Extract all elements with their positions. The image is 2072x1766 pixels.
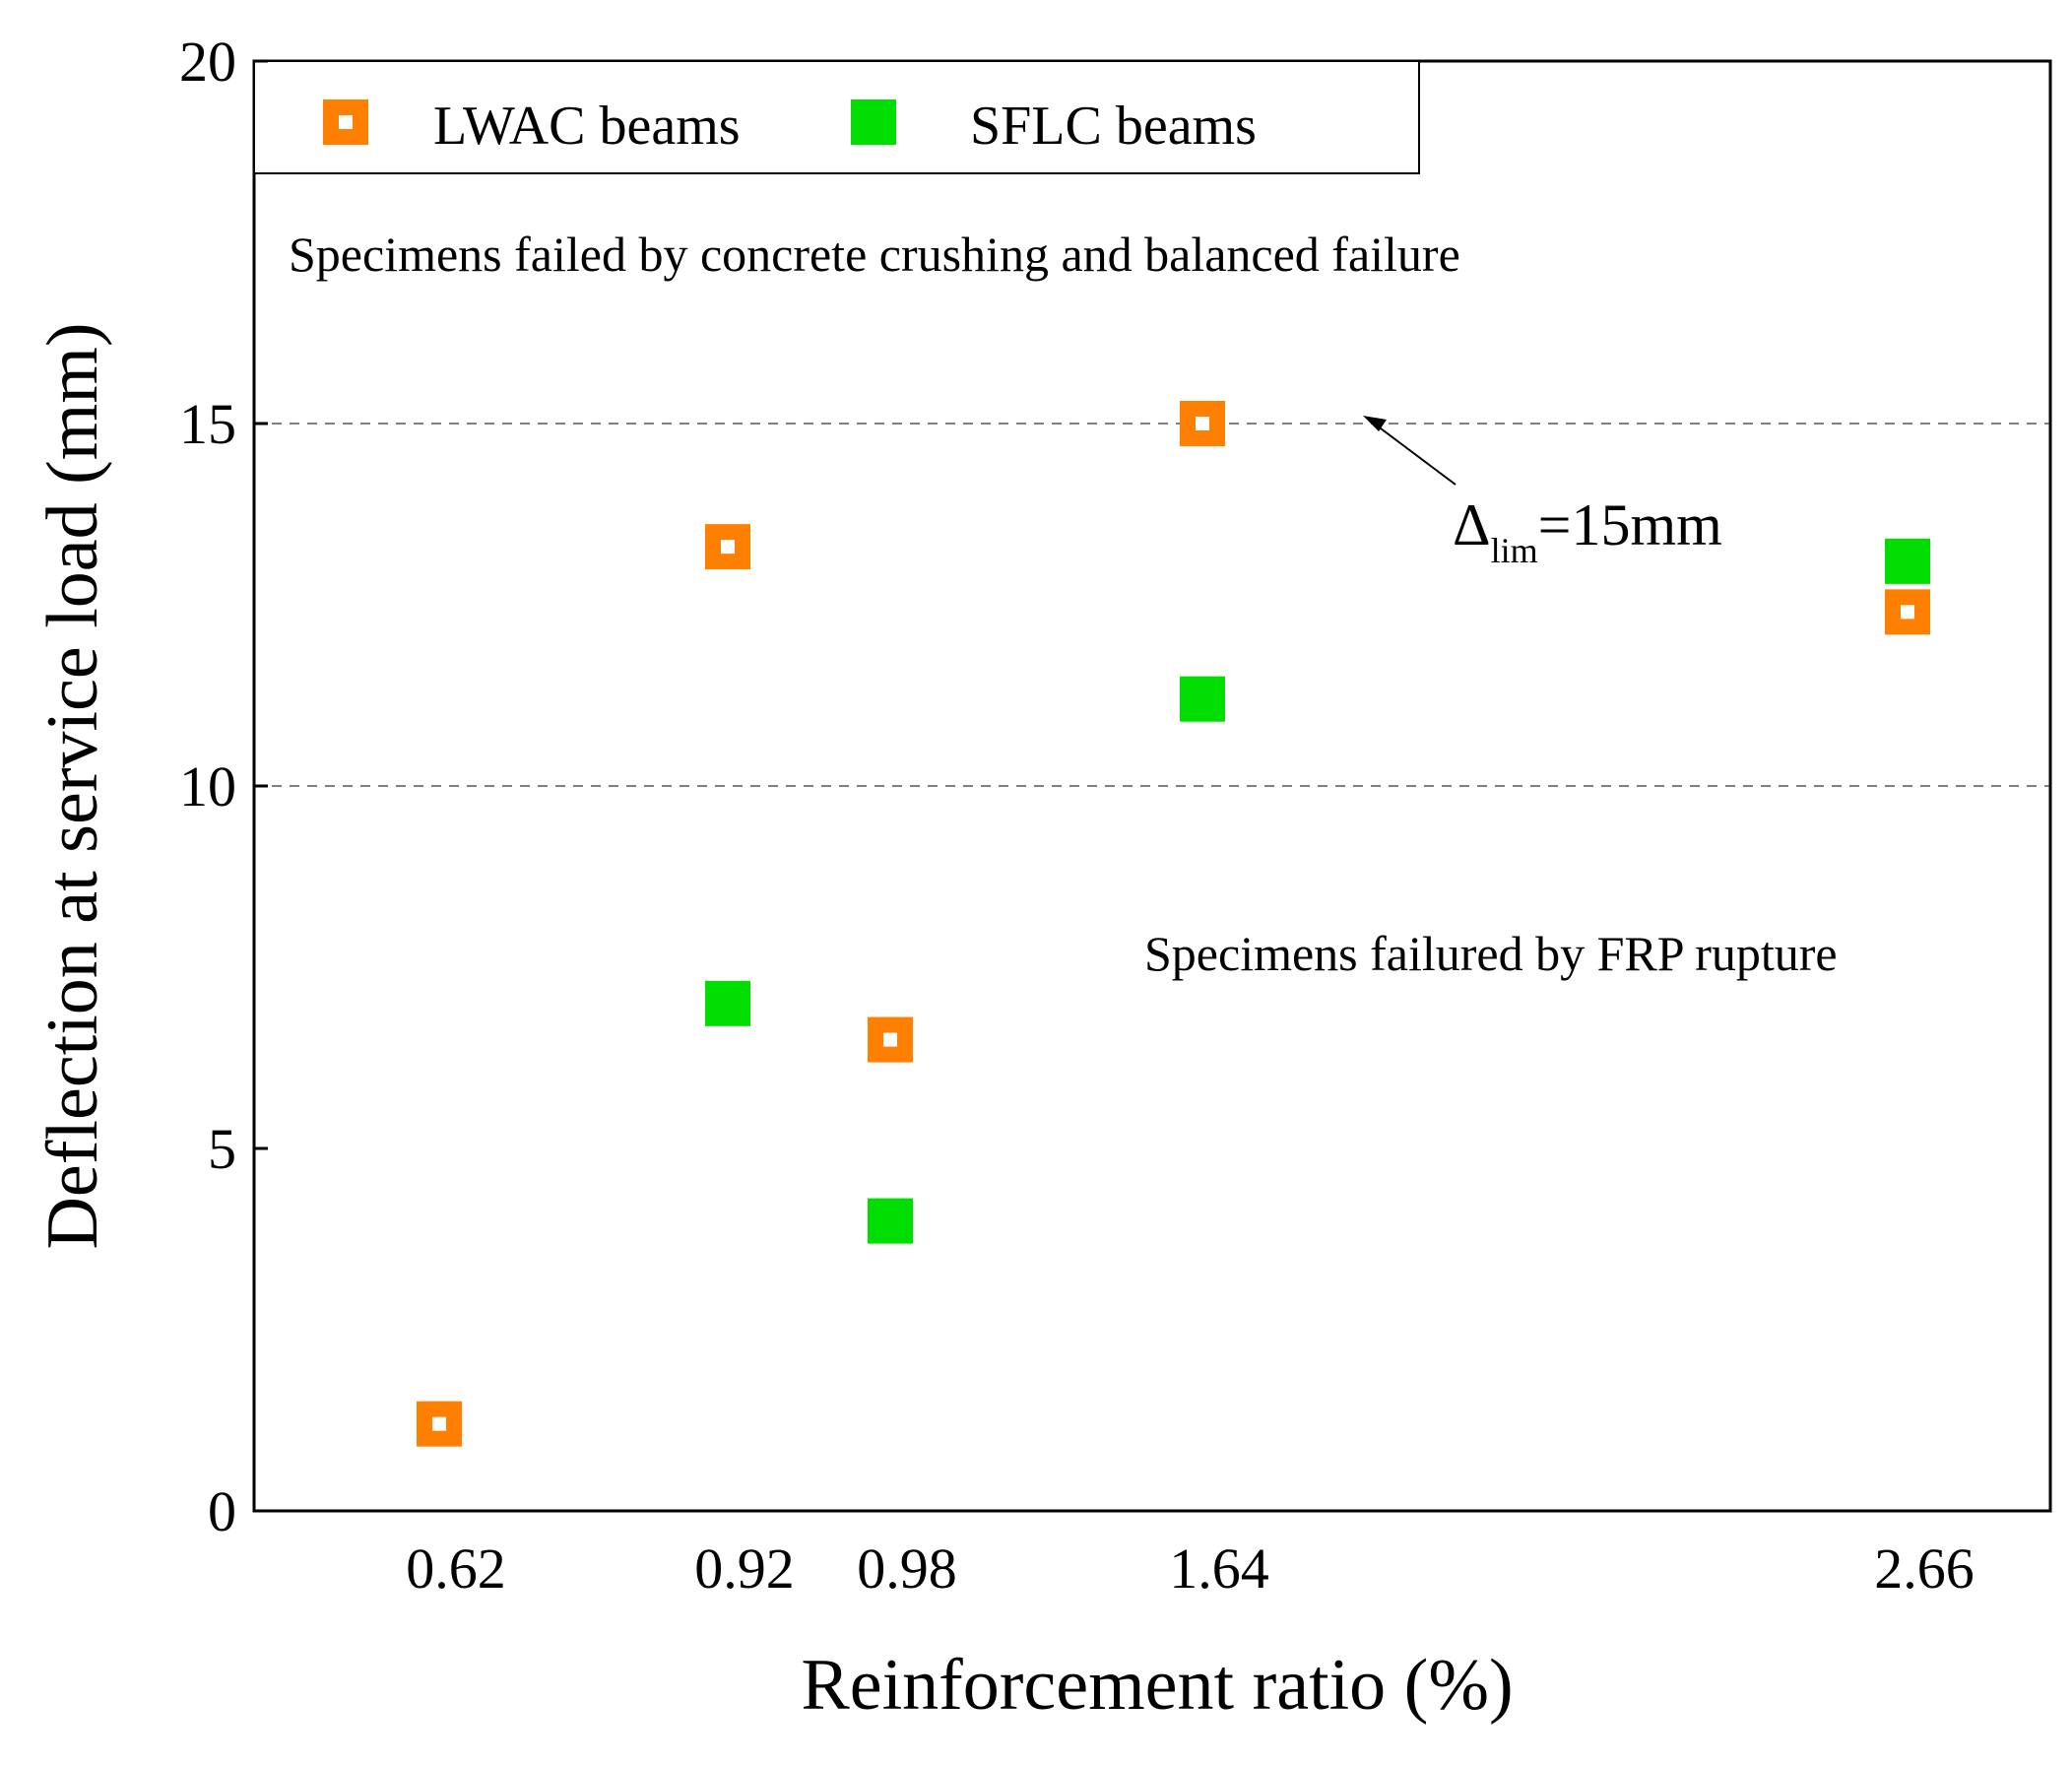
annotation-upper-region: Specimens failed by concrete crushing an… bbox=[289, 227, 1460, 282]
limit-arrow-line bbox=[1376, 425, 1457, 486]
x-axis-title: Reinforcement ratio (%) bbox=[801, 1645, 1513, 1726]
limit-subscript: lim bbox=[1491, 531, 1538, 570]
sflc-point bbox=[868, 1198, 913, 1244]
lwac-point-hole bbox=[1196, 417, 1209, 430]
limit-symbol: Δ bbox=[1453, 492, 1491, 557]
sflc-point bbox=[705, 980, 750, 1026]
lwac-point-hole bbox=[1901, 605, 1914, 620]
x-tick-label: 1.64 bbox=[1169, 1537, 1269, 1601]
y-tick-label: 20 bbox=[179, 30, 236, 94]
legend-sflc-label: SFLC beams bbox=[970, 96, 1257, 157]
y-tick-label: 0 bbox=[208, 1479, 236, 1543]
y-tick-label: 5 bbox=[208, 1117, 236, 1181]
data-points bbox=[417, 401, 1930, 1447]
legend-sflc-swatch bbox=[851, 99, 896, 145]
y-axis-title: Deflection at service load (mm) bbox=[32, 322, 113, 1249]
legend-lwac-label: LWAC beams bbox=[433, 96, 741, 157]
limit-arrowhead bbox=[1363, 416, 1387, 431]
legend-box bbox=[253, 60, 1420, 174]
x-tick-label: 0.92 bbox=[694, 1537, 795, 1601]
x-tick-label: 2.66 bbox=[1874, 1537, 1975, 1601]
limit-value: =15mm bbox=[1538, 492, 1722, 557]
y-axis-ticks: 0 5 10 15 20 bbox=[179, 30, 268, 1543]
lwac-point-hole bbox=[432, 1416, 446, 1431]
limit-annotation: Δlim=15mm bbox=[1453, 492, 1722, 570]
x-axis-ticks: 0.62 0.92 0.98 1.64 2.66 bbox=[406, 1537, 1975, 1601]
y-tick-label: 15 bbox=[179, 392, 236, 456]
legend-sflc-marker bbox=[851, 99, 896, 145]
x-tick-label: 0.98 bbox=[857, 1537, 957, 1601]
sflc-point bbox=[1180, 676, 1225, 722]
legend-lwac-marker bbox=[323, 99, 368, 145]
legend-lwac-swatch-hole bbox=[339, 115, 353, 129]
y-tick-label: 10 bbox=[179, 754, 236, 818]
lwac-point-hole bbox=[721, 540, 735, 555]
lwac-point-hole bbox=[883, 1032, 897, 1047]
x-tick-label: 0.62 bbox=[406, 1537, 506, 1601]
annotation-lower-region: Specimens failured by FRP rupture bbox=[1144, 926, 1838, 981]
sflc-point bbox=[1885, 538, 1930, 584]
